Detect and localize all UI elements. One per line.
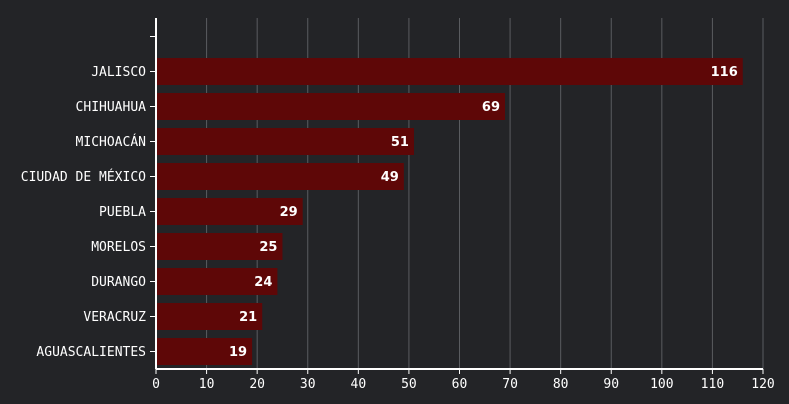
x-tick-label: 20 bbox=[249, 377, 265, 392]
bar bbox=[156, 198, 303, 225]
bar bbox=[156, 128, 414, 155]
x-tick-label: 0 bbox=[152, 377, 160, 392]
bar bbox=[156, 303, 263, 330]
x-tick-label: 120 bbox=[751, 377, 774, 392]
data-label: 24 bbox=[254, 275, 272, 290]
x-tick-label: 40 bbox=[351, 377, 367, 392]
category-label: MORELOS bbox=[91, 240, 146, 255]
category-label: VERACRUZ bbox=[83, 310, 146, 325]
bar bbox=[156, 268, 278, 295]
x-tick-label: 100 bbox=[650, 377, 673, 392]
x-tick-label: 110 bbox=[701, 377, 724, 392]
category-label: MICHOACÁN bbox=[76, 134, 146, 150]
x-tick-label: 80 bbox=[553, 377, 569, 392]
data-label: 25 bbox=[259, 240, 277, 255]
bar bbox=[156, 163, 404, 190]
data-label: 49 bbox=[381, 170, 399, 185]
data-label: 51 bbox=[391, 135, 409, 150]
x-tick-label: 10 bbox=[199, 377, 215, 392]
x-tick-label: 50 bbox=[401, 377, 417, 392]
data-label: 21 bbox=[239, 310, 257, 325]
category-label: CIUDAD DE MÉXICO bbox=[21, 169, 146, 185]
category-label: CHIHUAHUA bbox=[76, 100, 147, 115]
bar bbox=[156, 93, 506, 120]
x-tick-label: 90 bbox=[603, 377, 619, 392]
data-label: 19 bbox=[229, 345, 247, 360]
category-label: PUEBLA bbox=[99, 205, 146, 220]
x-tick-label: 60 bbox=[452, 377, 468, 392]
bar bbox=[156, 233, 283, 260]
data-label: 116 bbox=[711, 65, 738, 80]
bar bbox=[156, 338, 253, 365]
category-label: JALISCO bbox=[91, 65, 146, 80]
bar bbox=[156, 58, 743, 85]
x-tick-label: 30 bbox=[300, 377, 316, 392]
x-tick-label: 70 bbox=[502, 377, 518, 392]
axes bbox=[150, 18, 764, 374]
data-label: 69 bbox=[482, 100, 500, 115]
labels: 0 10 20 30 40 50 60 70 80 90 100 110 120 JALISCO 116 CH… bbox=[21, 65, 775, 392]
category-label: DURANGO bbox=[91, 275, 146, 290]
data-label: 29 bbox=[280, 205, 298, 220]
bars bbox=[156, 58, 743, 365]
category-label: AGUASCALIENTES bbox=[36, 345, 146, 360]
